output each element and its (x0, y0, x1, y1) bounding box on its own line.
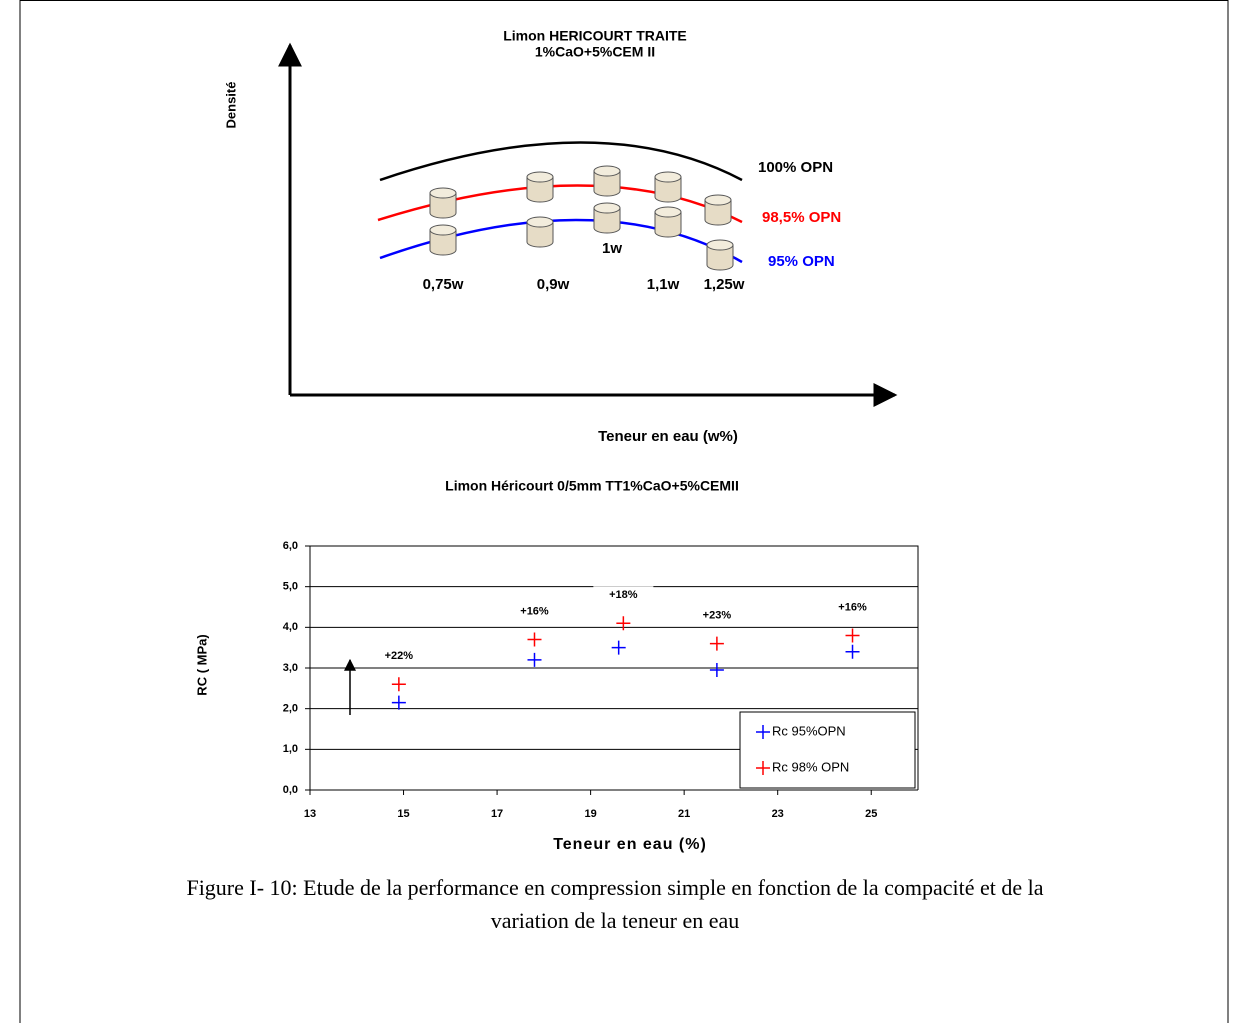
x-tick-label: 23 (772, 808, 784, 820)
density-diagram: Limon HERICOURT TRAITE 1%CaO+5%CEM II De… (223, 28, 898, 445)
x-tick-label: 21 (678, 808, 690, 820)
page-border (19, 0, 1229, 1023)
sample-cylinder-top (429, 187, 457, 199)
legend-label: Rc 95%OPN (772, 723, 846, 738)
y-tick-label: 6,0 (283, 540, 298, 552)
point (391, 677, 406, 692)
sample-cylinder (654, 212, 682, 238)
x-tick-label: 15 (397, 808, 409, 820)
sample-cylinder (593, 171, 621, 197)
sample-cylinder (429, 193, 457, 219)
sample-cylinder-top (654, 206, 682, 218)
annotation-bg (686, 606, 747, 625)
plot: 0,0 1,0 2,0 3,0 4,0 5,0 6,0 13 15 17 19 21 23 25 +22% +… (283, 540, 919, 820)
annotation-bg (593, 586, 654, 605)
point-label: 1,25w (704, 276, 745, 293)
x-tick-label: 13 (304, 808, 316, 820)
y-label: Densité (223, 82, 238, 129)
point (391, 695, 406, 710)
x-axis-label: Teneur en eau (%) (553, 836, 707, 853)
legend-marker (756, 761, 770, 775)
y-tick-label: 3,0 (283, 662, 298, 674)
point-label: 1w (602, 240, 622, 257)
caption: variation de la teneur en eau (491, 908, 740, 933)
curve-label: 95% OPN (768, 253, 835, 270)
x-label: Teneur en eau (w%) (598, 428, 738, 445)
annotation-bg (368, 647, 429, 666)
sample-cylinder (654, 177, 682, 203)
sample-cylinder-top (654, 171, 682, 183)
curve-label: 98,5% OPN (762, 209, 841, 226)
curve-label: 100% OPN (758, 159, 833, 176)
legend-label: Rc 98% OPN (772, 759, 849, 774)
sample-cylinder-top (593, 165, 621, 177)
legend-box (739, 711, 916, 789)
sample-cylinder (704, 200, 732, 226)
annotation-bg (504, 602, 565, 621)
point (709, 663, 724, 678)
annotation: +16% (838, 601, 867, 613)
diagram-title: 1%CaO+5%CEM II (535, 44, 655, 60)
point-label: 0,9w (537, 276, 570, 293)
point-label: 1,1w (647, 276, 680, 293)
point (709, 636, 724, 651)
sample-cylinder (526, 177, 554, 203)
point-label: 0,75w (423, 276, 464, 293)
y-tick-label: 4,0 (283, 621, 298, 633)
point (616, 616, 631, 631)
sample-cylinder-top (704, 194, 732, 206)
annotation-bg (822, 598, 883, 617)
point (845, 644, 860, 659)
sample-cylinder (429, 230, 457, 256)
x-tick-label: 19 (584, 808, 596, 820)
annotation: +18% (609, 589, 638, 601)
sample-cylinder (526, 222, 554, 248)
point (845, 628, 860, 643)
legend-marker (756, 725, 770, 739)
sample-cylinder-top (526, 171, 554, 183)
y-tick-label: 1,0 (283, 743, 298, 755)
y-tick-label: 0,0 (283, 784, 298, 796)
y-tick-label: 2,0 (283, 703, 298, 715)
chart-title: Limon Héricourt 0/5mm TT1%CaO+5%CEMII (445, 478, 739, 494)
diagram-title: Limon HERICOURT TRAITE (503, 28, 687, 44)
x-tick-label: 25 (865, 808, 877, 820)
sample-cylinder-top (526, 216, 554, 228)
sample-cylinder-top (593, 202, 621, 214)
point (527, 632, 542, 647)
sample-cylinder (706, 245, 734, 271)
y-tick-label: 5,0 (283, 581, 298, 593)
annotation: +22% (385, 650, 414, 662)
caption: Figure I- 10: Etude de la performance en… (186, 875, 1043, 900)
point (527, 652, 542, 667)
sample-cylinder-top (429, 224, 457, 236)
sample-cylinder-top (706, 239, 734, 251)
point (611, 640, 626, 655)
x-tick-label: 17 (491, 808, 503, 820)
annotation: +23% (703, 610, 732, 622)
y-axis-label: RC ( MPa) (194, 634, 209, 695)
annotation: +16% (520, 605, 549, 617)
sample-cylinder (593, 208, 621, 234)
curve (379, 141, 743, 182)
